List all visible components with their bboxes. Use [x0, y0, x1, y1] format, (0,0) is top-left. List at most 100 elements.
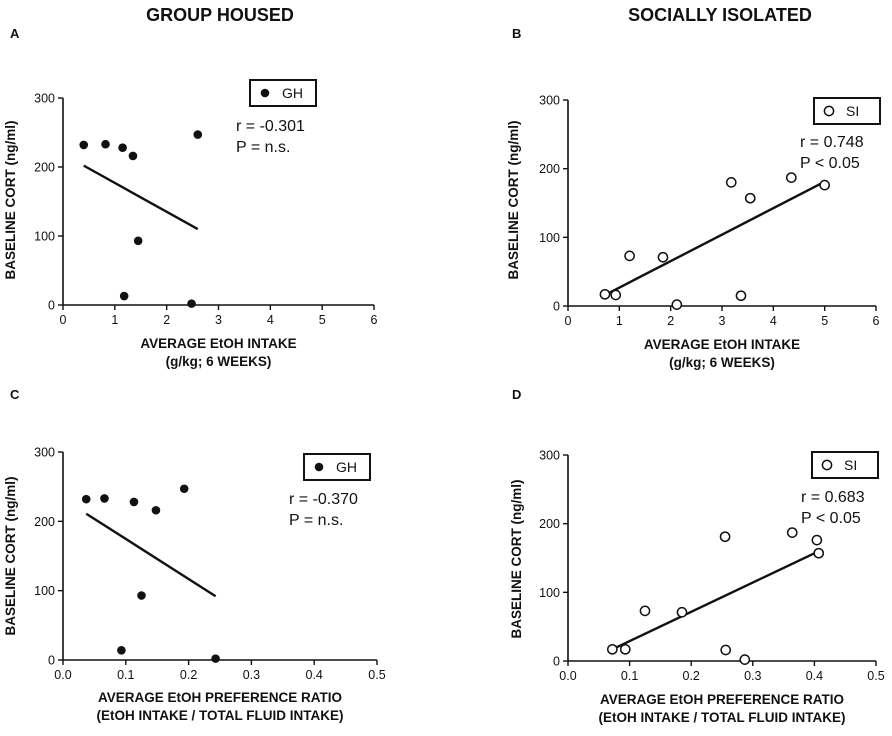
x-tick-label: 6 — [873, 314, 880, 328]
data-point — [179, 484, 189, 494]
y-tick-label: 300 — [539, 94, 560, 108]
x-tick-label: 6 — [371, 313, 378, 327]
legend: GH — [303, 453, 371, 481]
panel-letter: B — [512, 26, 521, 41]
x-tick-label: 0.0 — [54, 668, 71, 682]
x-axis-label-line2: (EtOH INTAKE / TOTAL FLUID INTAKE) — [599, 710, 846, 725]
legend: SI — [811, 451, 879, 479]
legend-marker — [314, 462, 324, 472]
data-point — [101, 139, 110, 149]
legend-marker — [823, 105, 835, 117]
x-tick-label: 1 — [616, 314, 623, 328]
y-tick-label: 200 — [539, 517, 560, 531]
y-tick-label: 200 — [34, 515, 55, 529]
x-axis-label-line1: AVERAGE EtOH INTAKE — [140, 336, 296, 351]
x-axis-label-line2: (EtOH INTAKE / TOTAL FLUID INTAKE) — [97, 708, 344, 723]
y-tick-label: 100 — [539, 586, 560, 600]
y-tick-label: 200 — [539, 162, 560, 176]
x-tick-label: 0.1 — [117, 668, 134, 682]
data-point — [79, 140, 89, 150]
data-point — [624, 250, 635, 262]
x-tick-label: 2 — [667, 314, 674, 328]
y-tick-label: 100 — [539, 231, 560, 245]
panel-c: C 0 100 200 300 0.0 0.1 0.2 0.3 0.4 0.5 BASELINE CO… — [3, 387, 386, 723]
data-point — [744, 192, 756, 204]
stat-r-value: r = -0.301 — [236, 118, 305, 135]
x-tick-label: 5 — [821, 314, 828, 328]
x-tick-label: 0.3 — [243, 668, 260, 682]
data-point — [720, 644, 732, 656]
regression-line — [604, 180, 826, 297]
data-point — [187, 299, 196, 308]
socially-isolated-title: SOCIALLY ISOLATED — [628, 5, 812, 25]
data-point — [133, 236, 143, 246]
data-point — [81, 494, 91, 504]
y-tick-label: 200 — [34, 161, 55, 175]
legend-label: GH — [282, 85, 303, 101]
x-axis-label-line2: (g/kg; 6 WEEKS) — [166, 354, 272, 369]
x-tick-label: 0.2 — [180, 668, 197, 682]
x-tick-label: 0.2 — [683, 669, 700, 683]
data-point — [151, 505, 161, 515]
x-axis-label-line1: AVERAGE EtOH PREFERENCE RATIO — [98, 690, 342, 705]
x-tick-label: 0.5 — [368, 668, 385, 682]
stat-p-value: P = n.s. — [236, 139, 290, 156]
panel-letter: D — [512, 387, 521, 402]
panel-a: A 0 100 200 300 0 1 2 3 4 5 6 BASELINE CORT (ng/ml) A… — [3, 26, 378, 369]
data-point — [211, 654, 220, 663]
legend-label: SI — [844, 457, 857, 473]
data-point — [128, 151, 138, 161]
x-tick-label: 0.4 — [306, 668, 323, 682]
y-tick-label: 0 — [553, 300, 560, 314]
data-point — [676, 606, 688, 618]
regression-line — [611, 550, 818, 651]
data-point — [137, 591, 146, 600]
group-housed-title: GROUP HOUSED — [146, 5, 294, 25]
x-axis-label-line1: AVERAGE EtOH PREFERENCE RATIO — [600, 692, 844, 707]
y-tick-label: 0 — [48, 299, 55, 313]
data-point — [786, 527, 798, 538]
data-point — [119, 291, 129, 301]
y-tick-label: 300 — [34, 446, 55, 460]
legend-label: SI — [846, 103, 859, 119]
x-tick-label: 2 — [163, 313, 170, 327]
x-tick-label: 0.0 — [559, 669, 576, 683]
x-tick-label: 0.1 — [621, 669, 638, 683]
x-tick-label: 0 — [565, 314, 572, 328]
y-tick-label: 300 — [539, 449, 560, 463]
stat-p-value: P < 0.05 — [800, 155, 860, 172]
data-point — [811, 534, 823, 546]
x-tick-label: 4 — [267, 313, 274, 327]
y-axis-label: BASELINE CORT (ng/ml) — [3, 477, 18, 636]
x-tick-label: 5 — [319, 313, 326, 327]
data-point — [657, 251, 669, 263]
y-axis-label: BASELINE CORT (ng/ml) — [506, 121, 521, 280]
stat-p-value: P = n.s. — [289, 512, 343, 529]
y-axis-label: BASELINE CORT (ng/ml) — [3, 121, 18, 280]
data-point — [739, 654, 751, 665]
stat-p-value: P < 0.05 — [801, 510, 861, 527]
x-tick-label: 0.5 — [867, 669, 884, 683]
panel-d: D 0 100 200 300 0.0 0.1 0.2 0.3 0.4 0.5 BASELINE CO… — [509, 387, 885, 725]
panel-b: B 0 100 200 300 0 1 2 3 4 5 6 BASELINE CORT (ng/ml) A… — [506, 26, 881, 370]
data-point — [785, 172, 797, 183]
data-point — [735, 290, 747, 302]
data-point — [719, 531, 731, 543]
x-tick-label: 0.4 — [806, 669, 823, 683]
x-tick-label: 4 — [770, 314, 777, 328]
stat-r-value: r = -0.370 — [289, 491, 358, 508]
data-point — [639, 605, 651, 617]
regression-line — [83, 164, 199, 231]
x-tick-label: 0 — [60, 313, 67, 327]
stat-r-value: r = 0.683 — [801, 489, 865, 506]
data-point — [118, 143, 127, 152]
stat-r-value: r = 0.748 — [800, 134, 864, 151]
legend-marker — [260, 88, 270, 98]
y-axis-label: BASELINE CORT (ng/ml) — [509, 480, 524, 639]
data-point — [610, 289, 622, 301]
data-point — [607, 643, 618, 655]
regression-line — [85, 512, 217, 598]
data-point — [599, 288, 611, 300]
x-axis-label-line1: AVERAGE EtOH INTAKE — [644, 337, 800, 352]
